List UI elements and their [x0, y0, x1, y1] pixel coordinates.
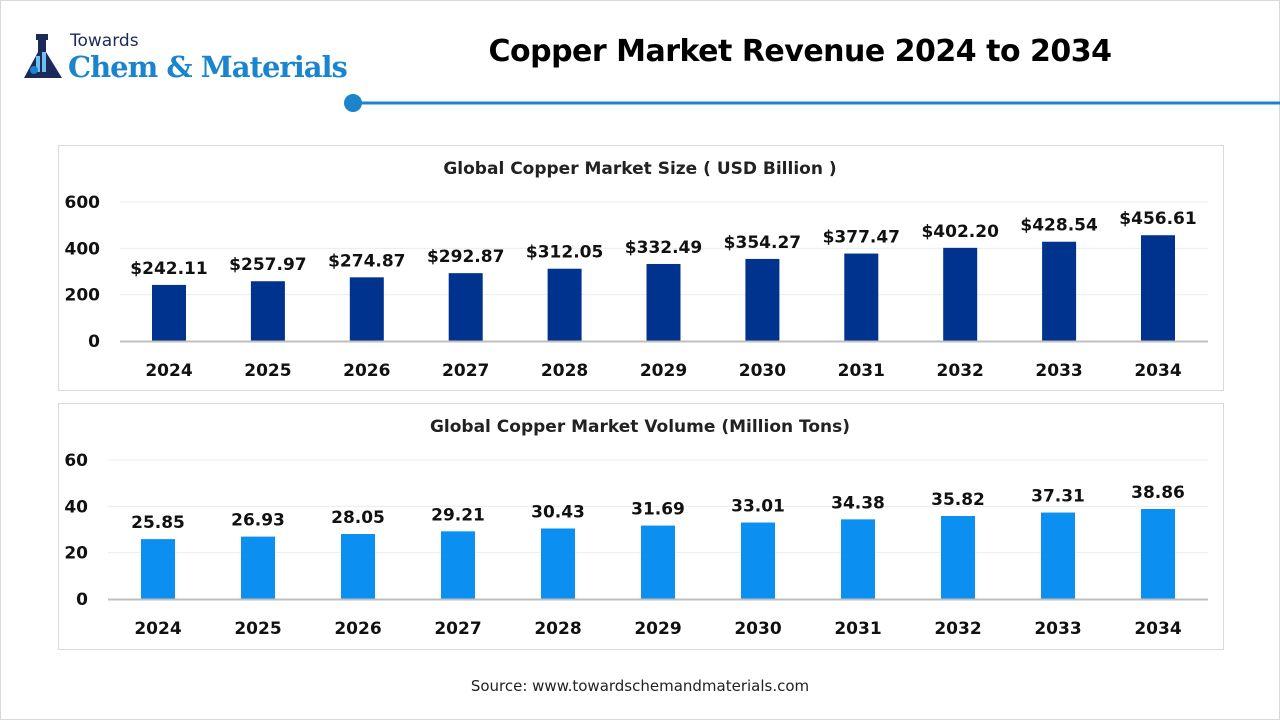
brand-line1: Towards: [70, 31, 139, 51]
volume-data-label: 34.38: [831, 493, 885, 513]
volume-data-label: 31.69: [631, 500, 685, 520]
size-y-tick-label: 400: [65, 239, 101, 259]
volume-x-tick-label: 2030: [734, 619, 781, 639]
size-bar: [1042, 241, 1077, 341]
size-data-label: $257.97: [229, 255, 306, 275]
volume-data-label: 35.82: [931, 490, 985, 510]
volume-x-tick-label: 2024: [134, 619, 181, 639]
size-data-label: $312.05: [526, 243, 603, 263]
volume-data-label: 33.01: [731, 497, 785, 517]
size-bar: [844, 253, 879, 341]
size-x-tick-label: 2029: [640, 361, 687, 381]
volume-x-tick-label: 2026: [334, 619, 381, 639]
volume-bar: [741, 522, 775, 599]
volume-x-tick-label: 2031: [834, 619, 881, 639]
volume-data-label: 26.93: [231, 511, 285, 531]
volume-data-label: 25.85: [131, 513, 185, 533]
volume-bar: [1041, 512, 1075, 599]
size-bar: [152, 284, 186, 341]
size-data-label: $354.27: [724, 233, 801, 253]
volume-data-label: 28.05: [331, 508, 385, 528]
volume-x-tick-label: 2029: [634, 619, 681, 639]
flask-icon: [24, 34, 62, 78]
volume-bar: [141, 539, 175, 599]
size-bar: [547, 268, 582, 341]
size-x-tick-label: 2026: [343, 361, 390, 381]
market-size-panel: [58, 145, 1224, 391]
size-chart-title: Global Copper Market Size ( USD Billion …: [443, 159, 836, 179]
volume-x-tick-label: 2025: [234, 619, 281, 639]
volume-bar: [441, 531, 475, 599]
volume-bar: [841, 519, 875, 599]
divider-line: [353, 101, 1280, 105]
size-x-tick-label: 2024: [145, 361, 192, 381]
volume-data-label: 30.43: [531, 503, 585, 523]
volume-y-tick-label: 20: [64, 544, 88, 564]
size-x-tick-label: 2028: [541, 361, 588, 381]
volume-x-tick-label: 2032: [934, 619, 981, 639]
size-data-label: $242.11: [130, 259, 207, 279]
size-x-tick-label: 2025: [244, 361, 291, 381]
volume-data-label: 37.31: [1031, 487, 1085, 507]
title-divider: [344, 94, 1280, 112]
size-data-label: $332.49: [625, 238, 702, 258]
volume-x-tick-label: 2034: [1134, 619, 1181, 639]
volume-bar: [341, 534, 375, 599]
source-note: Source: www.towardschemandmaterials.com: [470, 677, 810, 695]
volume-bar: [641, 525, 675, 599]
volume-y-tick-label: 60: [64, 451, 88, 471]
size-bar: [646, 263, 681, 341]
volume-y-tick-label: 0: [76, 590, 88, 610]
volume-bar: [941, 516, 975, 599]
volume-chart-title: Global Copper Market Volume (Million Ton…: [430, 417, 850, 437]
volume-x-tick-label: 2033: [1034, 619, 1081, 639]
volume-y-tick-label: 40: [64, 497, 88, 517]
size-data-label: $274.87: [328, 251, 405, 271]
size-x-tick-label: 2031: [838, 361, 885, 381]
volume-x-tick-label: 2027: [434, 619, 481, 639]
volume-data-label: 38.86: [1131, 483, 1185, 503]
size-data-label: $428.54: [1020, 216, 1098, 236]
volume-bar: [1141, 508, 1175, 599]
volume-bar: [241, 536, 275, 599]
size-data-label: $402.20: [921, 222, 999, 242]
page-title: Copper Market Revenue 2024 to 2034: [488, 34, 1112, 69]
size-x-tick-label: 2027: [442, 361, 489, 381]
size-bar: [943, 247, 978, 341]
volume-x-tick-label: 2028: [534, 619, 581, 639]
size-x-tick-label: 2033: [1035, 361, 1082, 381]
brand-line2: Chem & Materials: [68, 50, 348, 84]
size-data-label: $377.47: [823, 228, 900, 248]
size-data-label: $456.61: [1119, 209, 1196, 229]
brand-logo: Towards Chem & Materials: [24, 31, 348, 84]
volume-data-label: 29.21: [431, 505, 485, 525]
size-x-tick-label: 2034: [1134, 361, 1181, 381]
size-x-tick-label: 2032: [937, 361, 984, 381]
size-data-label: $292.87: [427, 247, 504, 267]
size-y-tick-label: 600: [65, 193, 101, 213]
size-bar: [1141, 235, 1175, 341]
size-y-tick-label: 0: [88, 332, 100, 352]
size-bar: [349, 277, 384, 341]
volume-bar: [541, 528, 575, 599]
size-bar: [250, 281, 285, 341]
size-x-tick-label: 2030: [739, 361, 786, 381]
size-bar: [448, 273, 483, 341]
size-y-tick-label: 200: [65, 286, 101, 306]
size-bar: [745, 258, 780, 341]
